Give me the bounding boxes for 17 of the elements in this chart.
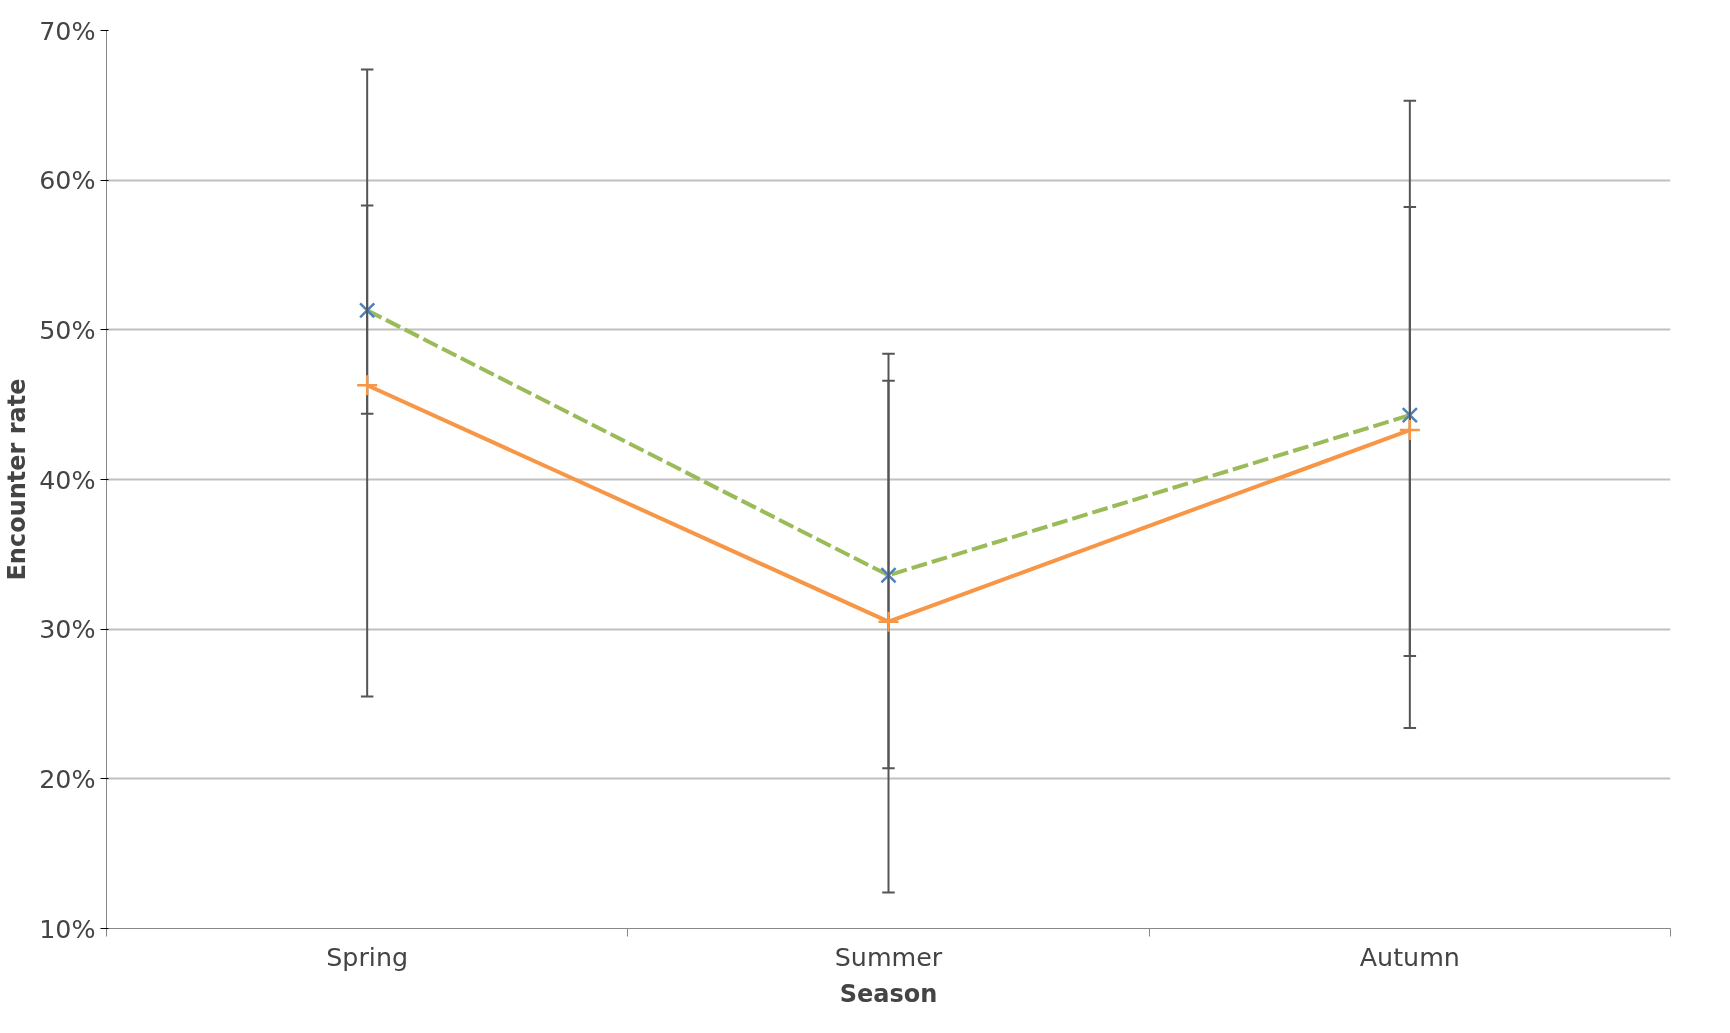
y-tick-label: 50% — [39, 314, 96, 345]
point — [1398, 418, 1422, 442]
y-tick-label: 10% — [39, 913, 96, 944]
y-axis-title: Encounter rate — [3, 378, 32, 581]
point — [358, 302, 376, 319]
x-tick-label: Summer — [834, 941, 943, 972]
y-tick-label: 30% — [39, 614, 96, 645]
point — [1401, 406, 1419, 424]
x-tick-label: Autumn — [1359, 941, 1460, 972]
x-tick-label: Spring — [326, 941, 409, 972]
x-axis-title: Season — [839, 979, 938, 1008]
y-tick-label: 40% — [39, 464, 96, 495]
y-tick-label: 60% — [39, 165, 96, 196]
point — [355, 373, 379, 397]
point — [877, 610, 900, 633]
y-tick-label: 70% — [39, 15, 96, 46]
y-tick-label: 20% — [39, 763, 96, 794]
